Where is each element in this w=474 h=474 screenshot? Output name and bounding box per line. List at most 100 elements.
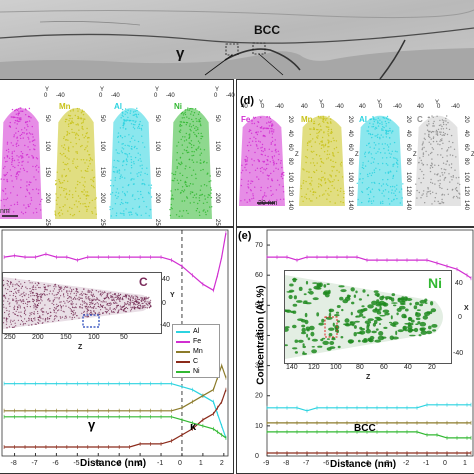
panel-e-inset-cluster (336, 305, 341, 308)
left-inset-atom (113, 302, 115, 304)
panel-c-tip-fe-atom (25, 207, 27, 209)
panel-c-tip-Ni-atom (188, 158, 191, 160)
panel-d-x-tick: -40 (275, 104, 284, 110)
left-inset-atom (33, 313, 36, 315)
left-inset-atom (24, 281, 26, 284)
left-inset-atom (53, 307, 56, 309)
panel-c-tip-fe-atom (27, 136, 29, 139)
left-inset-atom (107, 296, 109, 298)
panel-e-inset-cluster (371, 330, 377, 334)
panel-c-tip-Ni-atom (210, 187, 212, 189)
left-inset-atom (5, 323, 7, 325)
x-tick-label: -7 (31, 460, 37, 467)
panel-d-tip-Fe-atom (277, 168, 279, 170)
left-inset-atom (34, 317, 36, 319)
left-inset-atom (144, 305, 146, 307)
panel-d-tip-Al-atom (381, 192, 383, 194)
panel-c-tip-Al-atom (135, 113, 138, 116)
panel-d-z-tick: 80 (287, 158, 293, 165)
left-inset-atom (57, 292, 59, 294)
panel-d-tip-Fe-atom (266, 159, 269, 161)
panel-d-tip-Al-atom (361, 166, 364, 169)
panel-c-tip-Ni-atom (198, 111, 201, 113)
left-inset-z-ticks: 250 200 150 100 50 (2, 334, 160, 344)
panel-c-tip-Al-atom (116, 197, 118, 199)
panel-c-tip-Ni-atom (176, 152, 178, 154)
left-inset-atom (13, 299, 15, 301)
panel-c-tip-fe-atom (27, 146, 29, 148)
panel-d-tip-Al-atom (372, 125, 375, 128)
panel-c-tip-Mn-atom (77, 180, 79, 183)
panel-c-tip-fe-atom (36, 211, 38, 214)
panel-d-tip-Mn-atom (316, 136, 318, 138)
panel-c-tip-Mn-atom (66, 130, 68, 133)
panel-c-tip-Al-atom (116, 170, 118, 172)
panel-d-tip-C-atom (457, 182, 459, 184)
panel-c-z-tick: 150 (99, 167, 105, 178)
left-inset-atom (7, 280, 9, 283)
left-inset-atom (56, 306, 58, 308)
panel-d-tip-C-atom (428, 131, 430, 133)
panel-c-tip-Mn-atom (68, 132, 71, 135)
panel-d-tip-C-atom (442, 131, 445, 134)
left-inset-atom (120, 308, 122, 310)
panel-c-tip-Ni-atom (178, 163, 181, 165)
panel-c-tip-Mn-atom (78, 210, 81, 213)
panel-e-inset-cluster (334, 314, 340, 317)
panel-d-tip-Al-atom (396, 151, 398, 153)
panel-d-tip-Fe-atom (280, 174, 283, 176)
panel-c-tip-Al-atom (132, 135, 134, 137)
panel-c-tip-Mn-atom (55, 180, 57, 182)
panel-e-inset-cluster (329, 341, 335, 345)
panel-d-tip-Al-atom (370, 174, 373, 177)
panel-c-tip-Al-atom (117, 141, 120, 143)
left-inset-atom (119, 305, 121, 307)
panel-c-tip-label: Al (114, 102, 122, 111)
panel-c-tip-Mn-atom (59, 152, 62, 155)
left-inset-atom (60, 309, 62, 311)
panel-c-tip-Ni (169, 107, 213, 219)
x-tick-label: -3 (383, 460, 389, 467)
panel-e-inset-cluster (318, 322, 324, 326)
panel-c-tip-Mn-atom (83, 137, 85, 139)
left-inset-atom (53, 288, 56, 290)
panel-c-tip-fe-atom (8, 208, 11, 210)
panel-d-tip-Al-atom (372, 161, 375, 163)
panel-d-tip-C-atom (433, 125, 435, 127)
panel-c-tip-fe-atom (6, 155, 9, 157)
panel-c-tip-fe-atom (21, 155, 24, 157)
left-inset-atom (36, 295, 38, 297)
left-inset-atom (6, 283, 8, 285)
left-inset-atom (10, 283, 12, 285)
panel-c-tip-Mn-atom (82, 191, 84, 193)
panel-d-tip-Mn-atom (305, 198, 308, 200)
panel-e-inset-cluster (347, 339, 355, 344)
left-inset-atom (14, 322, 16, 324)
panel-c-tip-Ni-atom (175, 171, 177, 173)
panel-d-tip-Mn-atom (343, 192, 345, 195)
panel-d-tip-Mn-atom (330, 118, 332, 120)
panel-c-tip-Al-atom (125, 128, 127, 130)
legend-item: Ni (176, 367, 200, 376)
panel-c-tip-Al-atom (130, 156, 132, 158)
panel-d-tip-C-atom (445, 120, 447, 122)
left-inset-atom (110, 310, 113, 312)
left-inset-atom (38, 302, 40, 304)
panel-c-tip-Al-atom (119, 203, 122, 206)
left-inset-atom (90, 313, 92, 315)
panel-c-tip-Mn-atom (59, 215, 61, 217)
left-inset-atom (146, 303, 148, 305)
left-inset-atom (78, 296, 80, 298)
panel-d-z-tick: 40 (347, 130, 353, 137)
panel-d-tip-C-atom (421, 162, 423, 164)
left-inset-atom (56, 316, 58, 318)
panel-d-tip-Fe-atom (246, 144, 249, 147)
panel-d-tip-Mn-atom (319, 129, 321, 131)
panel-c-tip-Ni-atom (179, 121, 181, 123)
panel-d-tip-Fe-atom (270, 128, 272, 130)
panel-c-tip-fe-atom (28, 205, 30, 208)
panel-d-tip-Mn-atom (313, 150, 315, 153)
panel-c-tip-Al-atom (132, 194, 134, 196)
panel-c-tip-Al-atom (139, 174, 142, 176)
left-inset-atom (37, 310, 39, 313)
